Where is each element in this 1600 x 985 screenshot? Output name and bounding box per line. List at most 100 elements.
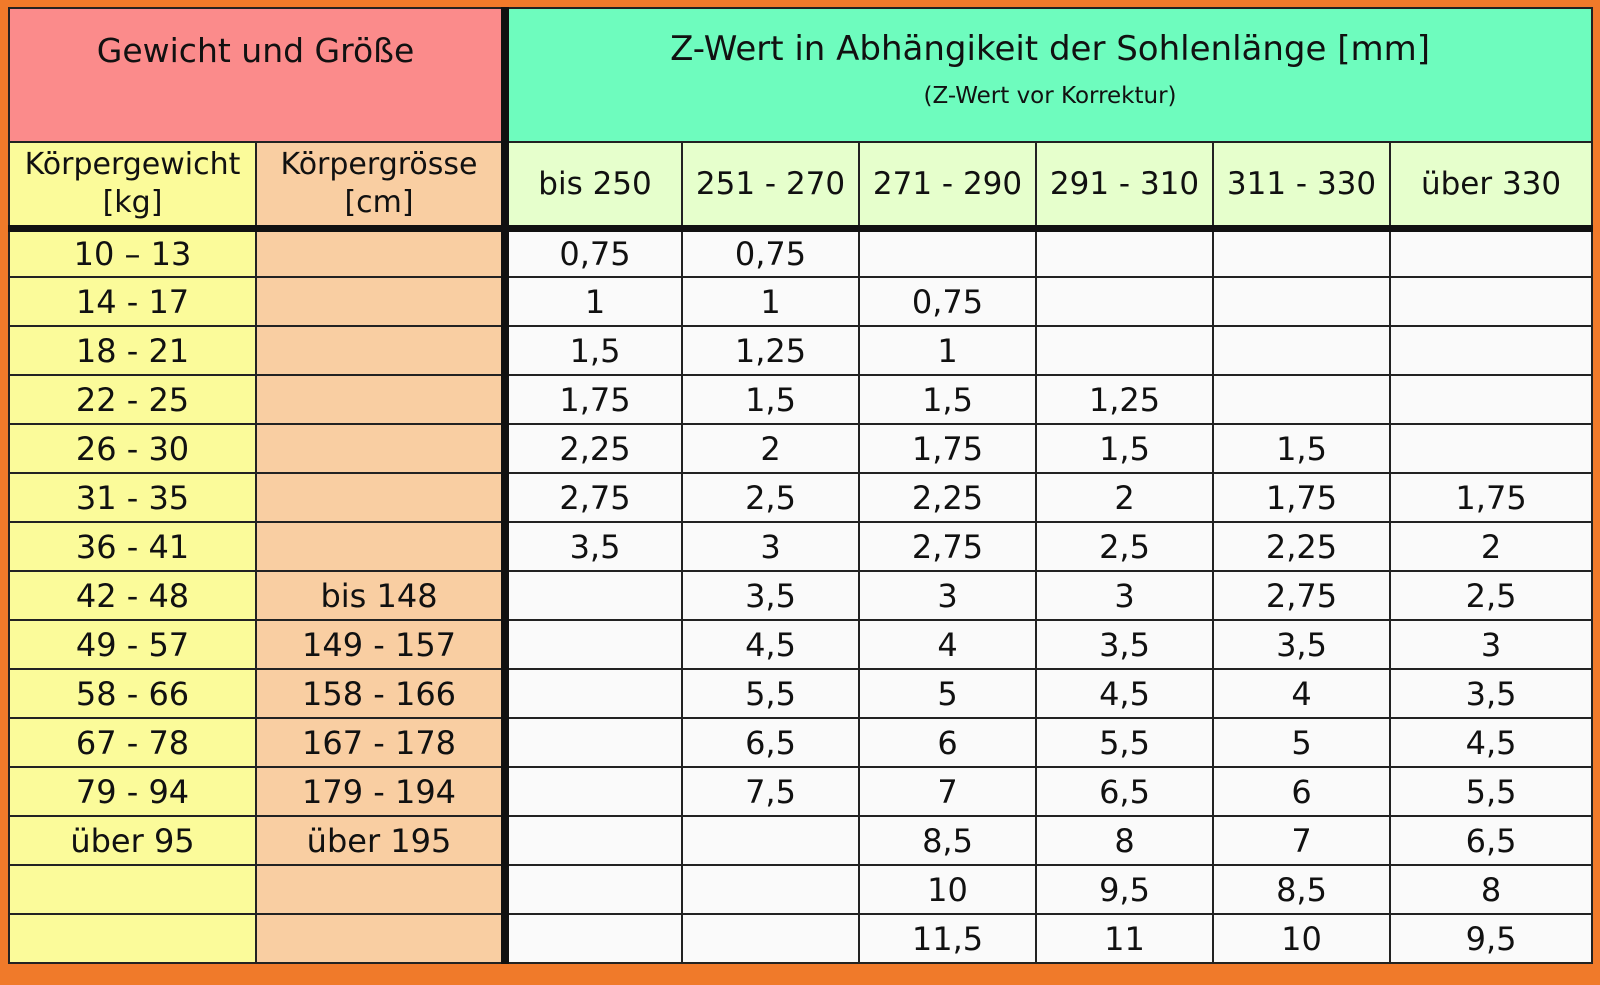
table-row: 10 9,5 8,5 8 (8, 864, 1594, 915)
z-value-cell: 0,75 (858, 276, 1038, 327)
z-value-cell: 1,75 (858, 423, 1038, 474)
height-cell: 158 - 166 (254, 668, 510, 719)
z-value-cell: 2,75 (1212, 570, 1392, 621)
range-column-header: 251 - 270 (681, 141, 861, 232)
z-value-cell: 1,75 (504, 374, 684, 425)
z-value-subtitle: (Z-Wert vor Korrektur) (923, 83, 1177, 109)
z-value-cell (504, 619, 684, 670)
z-value-cell: 4 (1212, 668, 1392, 719)
table-row: 11,5 11 10 9,5 (8, 913, 1594, 964)
weight-size-title: Gewicht und Größe (96, 31, 415, 70)
height-column-header: Körpergrösse [cm] (254, 141, 510, 232)
z-value-cell: 8 (1035, 815, 1215, 866)
z-value-cell: 11 (1035, 913, 1215, 964)
weight-cell: 26 - 30 (8, 423, 257, 474)
z-value-cell: 3,5 (1389, 668, 1594, 719)
z-value-cell: 7 (858, 766, 1038, 817)
height-cell: 167 - 178 (254, 717, 510, 768)
height-cell (254, 374, 510, 425)
z-value-cell (504, 815, 684, 866)
z-value-cell: 10 (1212, 913, 1392, 964)
z-value-cell: 2,75 (858, 521, 1038, 572)
z-value-cell: 1 (504, 276, 684, 327)
z-value-cell: 9,5 (1389, 913, 1594, 964)
height-column-label: Körpergrösse (280, 146, 478, 182)
z-value-cell (858, 227, 1038, 278)
table-row: 10 – 13 0,75 0,75 (8, 227, 1594, 278)
z-value-cell: 2,75 (504, 472, 684, 523)
z-value-title: Z-Wert in Abhängikeit der Sohlenlänge [m… (670, 29, 1430, 69)
weight-column-unit: [kg] (102, 184, 163, 220)
weight-column-label: Körpergewicht (24, 146, 241, 182)
z-value-cell: 6,5 (1389, 815, 1594, 866)
z-value-cell: 7 (1212, 815, 1392, 866)
z-value-cell: 10 (858, 864, 1038, 915)
z-value-cell: 1 (681, 276, 861, 327)
z-value-cell: 1,25 (681, 325, 861, 376)
weight-cell: 67 - 78 (8, 717, 257, 768)
z-value-cell: 8,5 (1212, 864, 1392, 915)
range-column-header: bis 250 (504, 141, 684, 232)
z-value-cell (504, 570, 684, 621)
z-value-cell (504, 717, 684, 768)
weight-cell: 36 - 41 (8, 521, 257, 572)
z-value-cell: 3 (858, 570, 1038, 621)
z-value-cell: 1,25 (1035, 374, 1215, 425)
z-value-cell: 0,75 (681, 227, 861, 278)
z-value-cell: 4,5 (681, 619, 861, 670)
range-column-header: 271 - 290 (858, 141, 1038, 232)
height-cell (254, 423, 510, 474)
z-value-cell: 1 (858, 325, 1038, 376)
weight-cell: 42 - 48 (8, 570, 257, 621)
z-value-cell: 0,75 (504, 227, 684, 278)
weight-cell: über 95 (8, 815, 257, 866)
z-value-cell: 7,5 (681, 766, 861, 817)
height-cell: 149 - 157 (254, 619, 510, 670)
z-value-cell: 3,5 (504, 521, 684, 572)
table-row: 36 - 41 3,5 3 2,75 2,5 2,25 2 (8, 521, 1594, 572)
table-row: 79 - 94 179 - 194 7,5 7 6,5 6 5,5 (8, 766, 1594, 817)
z-value-cell: 4 (858, 619, 1038, 670)
z-value-cell: 2,5 (1389, 570, 1594, 621)
range-column-header: über 330 (1389, 141, 1594, 232)
table-row: 22 - 25 1,75 1,5 1,5 1,25 (8, 374, 1594, 425)
z-value-cell: 4,5 (1389, 717, 1594, 768)
height-cell: bis 148 (254, 570, 510, 621)
z-value-cell: 2,5 (681, 472, 861, 523)
table-row: 14 - 17 1 1 0,75 (8, 276, 1594, 327)
z-value-cell: 11,5 (858, 913, 1038, 964)
z-value-header: Z-Wert in Abhängikeit der Sohlenlänge [m… (504, 7, 1594, 143)
table-row: 42 - 48 bis 148 3,5 3 3 2,75 2,5 (8, 570, 1594, 621)
z-value-cell: 8 (1389, 864, 1594, 915)
z-value-cell: 2,25 (504, 423, 684, 474)
z-value-cell (1035, 325, 1215, 376)
z-value-cell (1035, 227, 1215, 278)
weight-size-header: Gewicht und Größe (7, 7, 510, 143)
height-cell (254, 325, 510, 376)
z-value-cell: 2 (1389, 521, 1594, 572)
z-value-cell: 2,5 (1035, 521, 1215, 572)
z-value-cell: 5,5 (681, 668, 861, 719)
z-value-cell (681, 815, 861, 866)
z-value-cell: 6,5 (681, 717, 861, 768)
z-value-cell: 3,5 (1035, 619, 1215, 670)
z-value-cell (1212, 374, 1392, 425)
weight-cell: 31 - 35 (8, 472, 257, 523)
z-value-cell (681, 864, 861, 915)
z-value-cell: 3 (681, 521, 861, 572)
height-cell: 179 - 194 (254, 766, 510, 817)
table-row: 31 - 35 2,75 2,5 2,25 2 1,75 1,75 (8, 472, 1594, 523)
z-value-cell: 3,5 (1212, 619, 1392, 670)
z-value-cell: 2 (1035, 472, 1215, 523)
height-cell (254, 913, 510, 964)
weight-column-header: Körpergewicht [kg] (8, 141, 257, 232)
height-column-unit: [cm] (344, 184, 414, 220)
z-value-cell: 6,5 (1035, 766, 1215, 817)
z-value-cell: 1,5 (504, 325, 684, 376)
weight-cell: 22 - 25 (8, 374, 257, 425)
height-cell (254, 864, 510, 915)
height-cell (254, 521, 510, 572)
z-value-cell: 2,25 (858, 472, 1038, 523)
z-value-cell: 5,5 (1035, 717, 1215, 768)
